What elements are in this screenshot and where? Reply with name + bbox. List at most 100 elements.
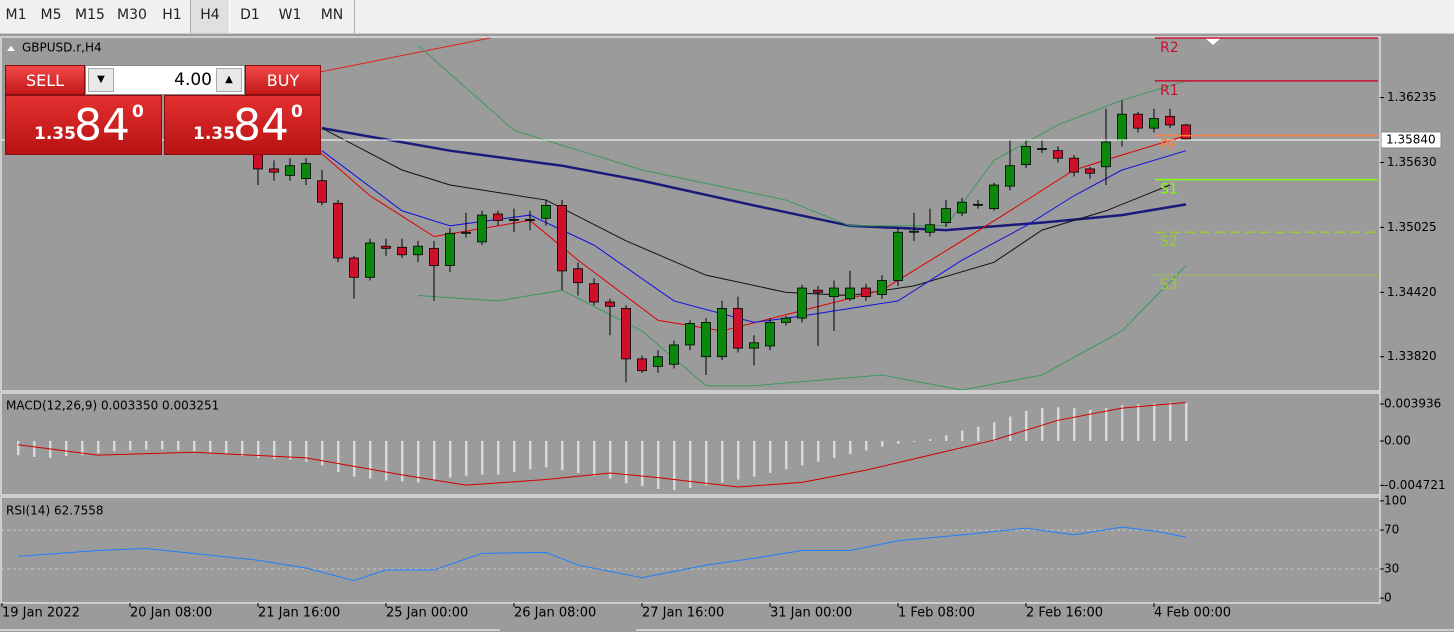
macd-bar [849, 440, 852, 455]
macd-bar [737, 440, 740, 480]
rsi-plot [1, 526, 1380, 582]
macd-bar [369, 440, 372, 479]
timeframe-button[interactable]: D1 [240, 7, 260, 23]
macd-title: MACD(12,26,9) 0.003350 0.003251 [6, 399, 219, 413]
candle-body [909, 230, 919, 233]
indicator-line [321, 150, 1187, 323]
y-tick-label: 30 [1384, 561, 1399, 575]
price-fraction: 0 [132, 102, 144, 122]
main-plot [253, 37, 1378, 391]
macd-bar [673, 440, 676, 490]
y-tick-label: 1.35025 [1387, 220, 1437, 234]
candle-body [269, 168, 279, 173]
collapse-icon [7, 46, 15, 51]
candle-body [925, 224, 935, 233]
y-tick-label: 100 [1384, 493, 1407, 507]
time-label: 27 Jan 16:00 [642, 606, 724, 621]
candle-body [813, 289, 823, 293]
time-label: 20 Jan 08:00 [130, 606, 212, 621]
macd-bar [721, 440, 724, 483]
lots-down[interactable]: ▼ [88, 68, 114, 92]
macd-bar [177, 440, 180, 451]
sell-button[interactable]: SELL [5, 65, 85, 95]
time-label: 26 Jan 08:00 [514, 606, 596, 621]
sell-price[interactable]: 1.35 84 0 [5, 95, 162, 155]
candle-body [445, 232, 455, 266]
macd-bar [865, 440, 868, 451]
lots-up[interactable]: ▲ [216, 68, 242, 92]
pivot-label: R2 [1160, 40, 1179, 56]
pivot-label: S2 [1160, 234, 1178, 250]
trend-line [319, 37, 491, 73]
time-label: 31 Jan 00:00 [770, 606, 852, 621]
macd-bar [785, 440, 788, 470]
price-big: 1.35 [34, 124, 76, 144]
candle-body [701, 321, 711, 358]
main-title: GBPUSD.r,H4 [22, 41, 102, 55]
candle-body [829, 287, 839, 298]
macd-bar [705, 440, 708, 486]
timeframe-button[interactable]: W1 [278, 7, 302, 23]
candle-body [349, 257, 359, 278]
macd-bar [1169, 402, 1172, 441]
macd-bar [161, 440, 164, 450]
macd-bar [545, 440, 548, 468]
lots-value[interactable]: 4.00 [174, 70, 212, 90]
pivot-label: S1 [1160, 182, 1178, 198]
candle-body [381, 245, 391, 249]
macd-bar [417, 440, 420, 483]
macd-bar [1073, 408, 1076, 441]
macd-bar [321, 440, 324, 466]
candle-body [301, 163, 311, 179]
macd-bar [1009, 416, 1012, 441]
y-tick-label: 1.33820 [1387, 349, 1437, 363]
candle-body [989, 184, 999, 210]
candle-body [765, 321, 775, 347]
time-label: 19 Jan 2022 [2, 606, 80, 621]
candle-body [285, 165, 295, 176]
macd-bar [753, 440, 756, 477]
macd-bar [385, 440, 388, 481]
candle-body [589, 283, 599, 303]
timeframe-button[interactable]: MN [320, 7, 344, 23]
buy-button[interactable]: BUY [245, 65, 321, 95]
indicator-line [321, 126, 1187, 232]
price-pips: 84 [233, 100, 289, 151]
candle-body [861, 287, 871, 298]
macd-bar [1137, 404, 1140, 441]
candle-body [557, 205, 567, 272]
macd-bar [593, 440, 596, 476]
timeframe-button[interactable]: M15 [75, 7, 105, 23]
timeframe-button[interactable]: M30 [117, 7, 147, 23]
shift-marker [1205, 38, 1221, 45]
macd-bar [433, 440, 436, 481]
candle-body [973, 203, 983, 206]
timeframe-button[interactable]: H4 [190, 0, 230, 33]
candle-body [333, 202, 343, 259]
macd-bar [513, 440, 516, 473]
rsi-title: RSI(14) 62.7558 [6, 504, 104, 518]
macd-bar [929, 439, 932, 441]
y-tick-label: 1.35630 [1387, 155, 1437, 169]
candle-body [413, 245, 423, 256]
candle-body [493, 213, 503, 221]
macd-bar [465, 440, 468, 476]
candle-body [941, 208, 951, 223]
candle-body [845, 287, 855, 300]
macd-bar [449, 440, 452, 478]
macd-bar [961, 430, 964, 441]
macd-bar [1153, 403, 1156, 441]
macd-bar [401, 440, 404, 482]
macd-bar [289, 440, 292, 460]
buy-price[interactable]: 1.35 84 0 [164, 95, 321, 155]
lots-input[interactable]: ▼ 4.00 ▲ [85, 65, 245, 95]
timeframe-button[interactable]: M1 [5, 7, 27, 23]
macd-bar [305, 440, 308, 462]
macd-bar [769, 440, 772, 473]
macd-bar [1025, 410, 1028, 441]
macd-bar [993, 422, 996, 441]
timeframe-button[interactable]: M5 [40, 7, 62, 23]
macd-bar [257, 440, 260, 458]
timeframe-button[interactable]: H1 [162, 7, 182, 23]
